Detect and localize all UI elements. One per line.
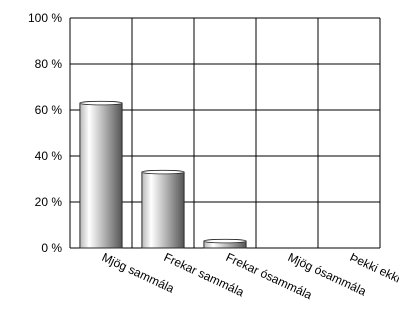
- bars: [79, 100, 247, 249]
- bar-body: [79, 102, 123, 249]
- bar-cap: [203, 238, 247, 244]
- bar-3: [203, 238, 247, 249]
- y-tick-label: 100 %: [28, 11, 62, 25]
- bar-cap: [79, 100, 123, 106]
- bar-body: [141, 171, 185, 249]
- y-tick-label: 40 %: [35, 149, 63, 163]
- y-tick-label: 60 %: [35, 103, 63, 117]
- bar-cap: [141, 169, 185, 175]
- bar-1: [79, 100, 123, 249]
- y-tick-label: 0 %: [41, 241, 62, 255]
- y-tick-label: 80 %: [35, 57, 63, 71]
- bar-2: [141, 169, 185, 249]
- y-tick-label: 20 %: [35, 195, 63, 209]
- y-axis-ticks: 0 % 20 % 40 % 60 % 80 % 100 %: [28, 11, 62, 255]
